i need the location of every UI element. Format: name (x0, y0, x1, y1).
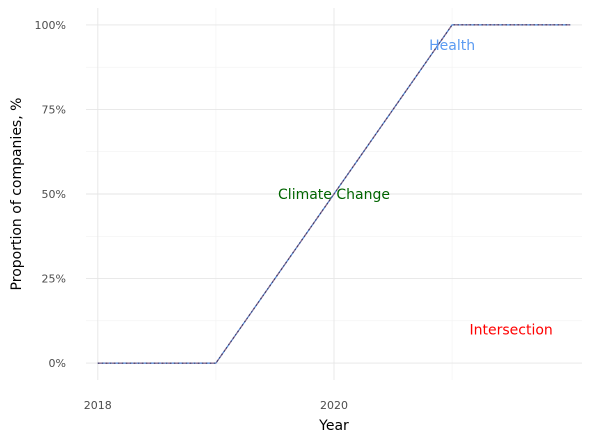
y-axis-title: Proportion of companies, % (9, 98, 25, 291)
x-tick-label: 2018 (84, 399, 112, 412)
x-axis-tick-labels: 2018 2020 (84, 399, 348, 412)
chart-annotations: Health Climate Change Intersection (278, 38, 553, 338)
y-tick-label: 50% (42, 188, 66, 201)
annotation-label: Health (429, 38, 475, 54)
series-lines (97, 24, 571, 364)
y-tick-label: 100% (35, 19, 66, 32)
series-line-3 (97, 24, 571, 364)
annotation-label: Climate Change (278, 187, 390, 203)
y-tick-label: 25% (42, 273, 66, 286)
y-tick-label: 0% (49, 357, 66, 370)
annotation-label: Intersection (469, 322, 552, 338)
x-axis-title: Year (318, 418, 349, 434)
x-tick-label: 2020 (320, 399, 348, 412)
y-axis-tick-labels: 0% 25% 50% 75% 100% (35, 19, 66, 370)
y-tick-label: 75% (42, 103, 66, 116)
